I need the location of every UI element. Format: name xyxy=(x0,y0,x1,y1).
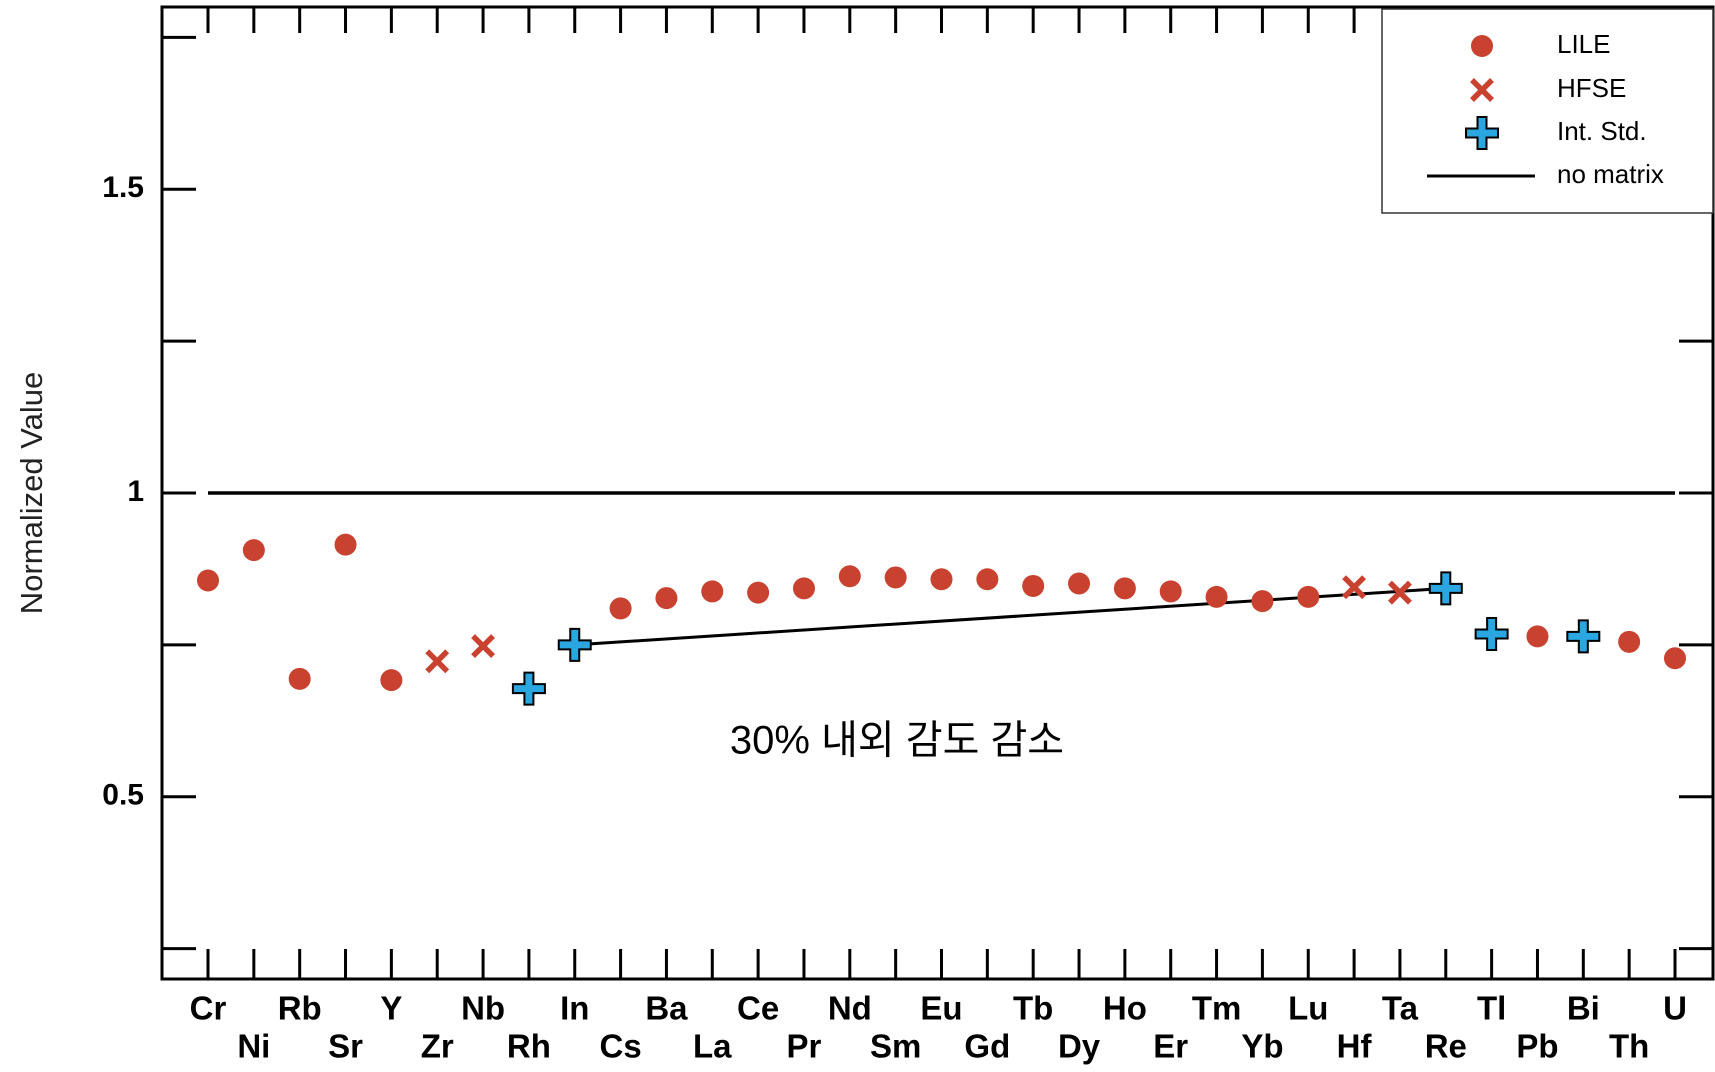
point xyxy=(1297,585,1320,608)
point xyxy=(334,533,357,556)
point xyxy=(884,566,907,589)
x-tick-label: Rh xyxy=(507,1028,551,1065)
point xyxy=(1474,616,1509,651)
x-tick-label: Yb xyxy=(1241,1028,1283,1065)
x-tick-label: Ce xyxy=(737,990,779,1027)
point xyxy=(609,597,632,620)
point xyxy=(701,580,724,603)
y-axis-label: Normalized Value xyxy=(14,372,49,614)
point xyxy=(1387,580,1412,605)
point xyxy=(838,565,861,588)
point xyxy=(655,587,678,610)
x-tick-label: Tb xyxy=(1013,990,1053,1027)
point xyxy=(1251,590,1274,613)
point xyxy=(747,581,770,604)
x-tick-label: U xyxy=(1663,990,1687,1027)
x-tick-label: Bi xyxy=(1567,990,1600,1027)
point xyxy=(930,568,953,591)
x-tick-label: Ho xyxy=(1103,990,1147,1027)
point xyxy=(1022,574,1045,597)
legend-symbol xyxy=(1465,116,1499,150)
point xyxy=(1068,572,1091,595)
x-tick-label: Zr xyxy=(421,1028,454,1065)
point xyxy=(288,667,311,690)
x-tick-label: Er xyxy=(1153,1028,1188,1065)
x-tick-label: Pb xyxy=(1516,1028,1558,1065)
y-tick-label: 0.5 xyxy=(102,779,144,812)
x-tick-label: Gd xyxy=(964,1028,1010,1065)
x-tick-label: In xyxy=(560,990,589,1027)
x-tick-label: Sm xyxy=(870,1028,921,1065)
x-tick-label: Cs xyxy=(600,1028,642,1065)
legend-symbol xyxy=(1470,78,1494,102)
point xyxy=(976,568,999,591)
point xyxy=(1113,577,1136,600)
point xyxy=(425,649,450,674)
point xyxy=(1566,619,1601,654)
x-tick-label: Ta xyxy=(1382,990,1419,1027)
legend-label: Int. Std. xyxy=(1557,116,1647,146)
x-tick-label: Nd xyxy=(828,990,872,1027)
legend-label: HFSE xyxy=(1557,73,1626,103)
legend-label: LILE xyxy=(1557,29,1611,59)
x-tick-label: Tl xyxy=(1477,990,1506,1027)
x-tick-label: Re xyxy=(1425,1028,1467,1065)
x-tick-label: Lu xyxy=(1288,990,1328,1027)
point xyxy=(1428,571,1463,606)
x-tick-label: Sr xyxy=(328,1028,363,1065)
x-tick-label: La xyxy=(693,1028,732,1065)
point xyxy=(1342,575,1367,600)
point xyxy=(792,577,815,600)
point xyxy=(1205,585,1228,608)
x-tick-label: Th xyxy=(1609,1028,1649,1065)
x-tick-label: Ba xyxy=(645,990,688,1027)
x-tick-label: Tm xyxy=(1192,990,1242,1027)
point xyxy=(1159,580,1182,603)
point xyxy=(511,671,546,706)
x-tick-label: Cr xyxy=(190,990,227,1027)
point xyxy=(197,569,219,592)
point xyxy=(557,627,592,662)
annotation: 30% 내외 감도 감소 xyxy=(730,719,1064,763)
x-tick-label: Dy xyxy=(1058,1028,1101,1065)
legend-box xyxy=(1381,8,1714,214)
point xyxy=(1618,630,1641,653)
legend-label: no matrix xyxy=(1557,159,1664,189)
point xyxy=(1664,647,1686,670)
y-tick-label: 1.5 xyxy=(102,171,144,204)
x-tick-label: Pr xyxy=(787,1028,822,1065)
point xyxy=(471,634,496,659)
x-tick-label: Hf xyxy=(1337,1028,1373,1065)
point xyxy=(242,539,265,562)
y-tick-label: 1 xyxy=(127,475,144,508)
point xyxy=(1526,625,1549,648)
legend-symbol xyxy=(1471,35,1493,57)
point xyxy=(380,669,403,692)
x-tick-label: Y xyxy=(380,990,402,1027)
x-tick-label: Nb xyxy=(461,990,505,1027)
x-tick-label: Eu xyxy=(920,990,962,1027)
x-tick-label: Rb xyxy=(278,990,322,1027)
x-tick-label: Ni xyxy=(237,1028,270,1065)
